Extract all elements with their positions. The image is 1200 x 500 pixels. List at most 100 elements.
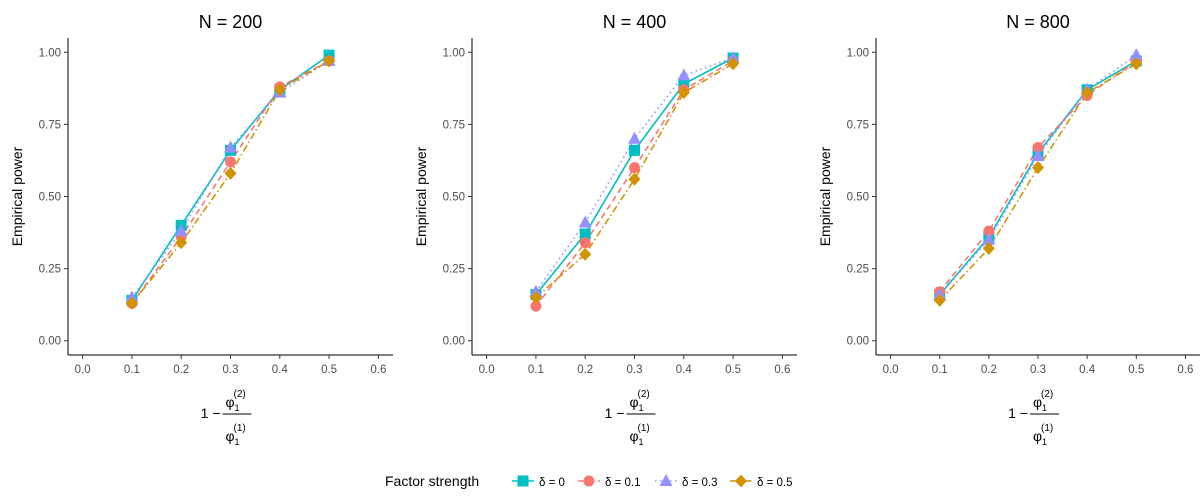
series-line-3: [131, 60, 330, 298]
chart-panel-3: N = 800 0.00 0.25 0.50 0.75 1.00 0.0 0.1 0.2 0.3 0…: [817, 12, 1200, 447]
x-tick-label: 0.5: [321, 364, 337, 376]
x-tick-label: 0.2: [577, 364, 593, 376]
y-tick-label: 0.00: [847, 336, 869, 348]
x-tick-label: 0.4: [1079, 364, 1096, 376]
chart-panel-2: N = 400 0.00 0.25 0.50 0.75 1.00 0.0 0.1 0.2 0.3 0…: [413, 12, 797, 447]
chart-title: N = 200: [199, 12, 263, 32]
x-label-denominator-sub: 1: [235, 437, 240, 447]
x-label-denominator-sub: 1: [1042, 437, 1047, 447]
x-label-numerator-sup: (2): [1041, 389, 1053, 400]
y-tick-label: 0.50: [847, 192, 869, 204]
data-point-series-4: [933, 293, 946, 307]
x-label-numerator-sub: 1: [639, 403, 644, 413]
x-label-denominator-sup: (1): [1041, 423, 1053, 434]
y-tick-label: 0.00: [39, 336, 61, 348]
data-point-series-4: [628, 172, 641, 186]
data-point-series-3: [174, 224, 188, 237]
y-tick-label: 1.00: [847, 47, 869, 59]
y-tick-label: 1.00: [443, 47, 465, 59]
x-tick-label: 0.0: [883, 364, 899, 376]
data-point-series-4: [529, 290, 542, 304]
y-tick-label: 1.00: [39, 47, 61, 59]
chart-title: N = 400: [603, 12, 667, 32]
x-label-numerator-sub: 1: [1042, 403, 1047, 413]
data-point-series-4: [1130, 57, 1143, 71]
data-point-series-4: [125, 296, 138, 310]
y-axis-label: Empirical power: [9, 146, 25, 246]
data-point-series-3: [677, 68, 691, 81]
data-point-series-3: [726, 51, 740, 64]
x-label-denominator: φ: [226, 428, 235, 444]
x-tick-label: 0.0: [479, 364, 495, 376]
y-axis-label: Empirical power: [817, 146, 833, 246]
data-point-series-2: [629, 162, 640, 174]
y-tick-label: 0.75: [443, 119, 465, 131]
y-axis-label: Empirical power: [413, 146, 429, 246]
data-point-series-3: [1129, 48, 1143, 61]
data-point-series-4: [175, 236, 188, 250]
data-point-series-2: [530, 300, 542, 312]
x-tick-label: 0.3: [627, 364, 643, 376]
x-axis-label: 1 −φ 1(2)φ 1(1): [605, 389, 656, 447]
data-point-series-4: [677, 86, 690, 100]
legend-entry-label: δ = 0: [539, 477, 565, 489]
x-tick-label: 0.5: [725, 364, 741, 376]
y-tick-label: 0.25: [443, 264, 465, 276]
x-tick-label: 0.5: [1128, 364, 1144, 376]
legend-key-marker: [735, 474, 747, 488]
data-point-series-3: [628, 131, 641, 144]
legend-title: Factor strength: [385, 473, 479, 489]
x-label-denominator-sup: (1): [234, 423, 246, 434]
x-label-numerator: φ: [630, 394, 639, 410]
chart-panel-1: N = 200 0.00 0.25 0.50 0.75 1.00 0.0 0.1 0.2 0.3 0…: [9, 12, 393, 447]
x-label-numerator: φ: [226, 394, 235, 410]
x-label-numerator-sub: 1: [235, 403, 240, 413]
data-point-series-4: [1032, 161, 1044, 175]
legend-entry-label: δ = 0.1: [605, 477, 641, 489]
data-point-series-2: [579, 237, 591, 249]
data-point-series-3: [1031, 149, 1045, 162]
data-point-series-4: [579, 247, 592, 261]
series-line-1: [939, 60, 1137, 296]
x-label-numerator-sup: (2): [638, 389, 650, 400]
x-tick-label: 0.1: [528, 364, 544, 376]
series-line-3: [939, 54, 1137, 296]
x-tick-label: 0.1: [124, 364, 140, 376]
data-point-series-3: [982, 232, 996, 245]
x-tick-label: 0.6: [1177, 364, 1193, 376]
x-tick-label: 0.2: [173, 364, 189, 376]
legend: Factor strength δ = 0 δ = 0.1 δ = 0.3 δ = 0.…: [385, 473, 793, 489]
x-tick-label: 0.3: [223, 364, 239, 376]
legend-key-marker: [659, 474, 673, 486]
x-axis-label: 1 −φ 1(2)φ 1(1): [1008, 389, 1059, 447]
x-label-denominator-sup: (1): [638, 423, 650, 434]
data-point-series-3: [529, 284, 543, 297]
x-label-numerator: φ: [1033, 394, 1042, 410]
data-point-series-2: [225, 156, 236, 168]
x-label-denominator: φ: [1033, 428, 1042, 444]
x-label-prefix: 1 −: [1008, 405, 1028, 421]
x-label-denominator: φ: [630, 428, 639, 444]
y-tick-label: 0.75: [39, 119, 61, 131]
y-tick-label: 0.00: [443, 336, 465, 348]
data-point-series-4: [1081, 86, 1094, 100]
data-point-series-4: [224, 166, 237, 180]
series-line-4: [131, 60, 330, 304]
data-point-series-1: [579, 228, 591, 240]
y-tick-label: 0.75: [847, 119, 869, 131]
x-tick-label: 0.4: [272, 364, 289, 376]
data-point-series-4: [273, 83, 286, 97]
x-axis-label: 1 −φ 1(2)φ 1(1): [201, 389, 252, 447]
data-point-series-4: [727, 57, 740, 71]
y-tick-label: 0.25: [39, 264, 61, 276]
data-point-series-2: [1032, 141, 1044, 153]
x-tick-label: 0.4: [676, 364, 693, 376]
data-point-series-3: [933, 287, 947, 300]
x-tick-label: 0.2: [981, 364, 997, 376]
data-point-series-3: [125, 290, 139, 303]
series-line-4: [939, 63, 1137, 301]
data-point-series-3: [224, 140, 237, 153]
x-tick-label: 0.1: [932, 364, 948, 376]
